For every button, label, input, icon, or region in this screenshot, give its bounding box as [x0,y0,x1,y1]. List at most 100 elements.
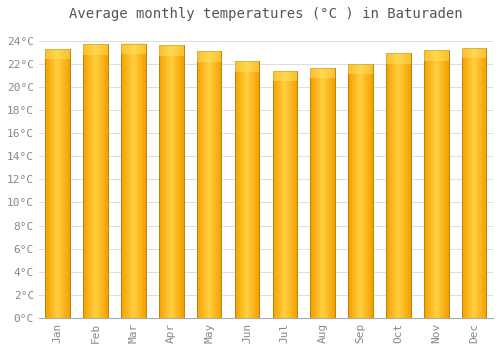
Bar [386,53,410,318]
Bar [332,68,334,318]
Bar [206,51,208,318]
Bar [210,51,211,318]
Bar [211,51,212,318]
Bar [85,44,86,318]
Bar [483,48,484,318]
Bar [167,45,168,318]
Bar [426,50,428,318]
Bar [90,44,92,318]
Bar [442,50,443,318]
Bar [468,48,469,318]
Bar [56,49,57,318]
Bar [401,53,402,318]
Bar [46,49,47,318]
Bar [159,45,184,318]
Bar [86,44,88,318]
Bar [218,51,219,318]
Bar [214,51,215,318]
Bar [198,51,200,318]
Bar [441,50,442,318]
Bar [64,49,65,318]
Bar [57,49,58,318]
Bar [240,61,242,318]
Bar [391,53,392,318]
Bar [140,43,141,318]
Bar [314,68,316,318]
Bar [159,45,184,56]
Bar [239,61,240,318]
Bar [284,71,285,318]
Bar [475,48,476,318]
Bar [255,61,256,318]
Bar [69,49,70,318]
Bar [437,50,438,318]
Bar [201,51,202,318]
Bar [428,50,429,318]
Bar [95,44,96,318]
Bar [170,45,172,318]
Bar [474,48,475,318]
Bar [51,49,52,318]
Bar [356,64,358,318]
Bar [476,48,478,318]
Bar [66,49,67,318]
Bar [68,49,69,318]
Bar [367,64,368,318]
Bar [387,53,388,318]
Bar [99,44,100,318]
Bar [98,44,99,318]
Bar [92,44,93,318]
Bar [220,51,222,318]
Bar [272,71,274,318]
Bar [182,45,183,318]
Bar [236,61,237,318]
Bar [247,61,248,318]
Bar [159,45,160,318]
Bar [174,45,176,318]
Bar [325,68,326,318]
Bar [479,48,480,318]
Bar [124,43,125,318]
Bar [202,51,203,318]
Bar [398,53,399,318]
Bar [296,71,297,318]
Title: Average monthly temperatures (°C ) in Baturaden: Average monthly temperatures (°C ) in Ba… [69,7,462,21]
Bar [125,43,126,318]
Bar [248,61,250,318]
Bar [134,43,135,318]
Bar [425,50,426,318]
Bar [360,64,362,318]
Bar [462,48,486,318]
Bar [368,64,369,318]
Bar [250,61,251,318]
Bar [321,68,322,318]
Bar [144,43,145,318]
Bar [397,53,398,318]
Bar [208,51,209,318]
Bar [84,44,108,55]
Bar [197,51,222,318]
Bar [390,53,391,318]
Bar [166,45,167,318]
Bar [197,51,198,318]
Bar [67,49,68,318]
Bar [275,71,276,318]
Bar [274,71,275,318]
Bar [366,64,367,318]
Bar [466,48,468,318]
Bar [164,45,166,318]
Bar [405,53,406,318]
Bar [464,48,465,318]
Bar [326,68,327,318]
Bar [96,44,97,318]
Bar [348,64,349,318]
Bar [440,50,441,318]
Bar [256,61,257,318]
Bar [354,64,355,318]
Bar [104,44,106,318]
Bar [102,44,103,318]
Bar [177,45,178,318]
Bar [470,48,471,318]
Bar [212,51,214,318]
Bar [317,68,318,318]
